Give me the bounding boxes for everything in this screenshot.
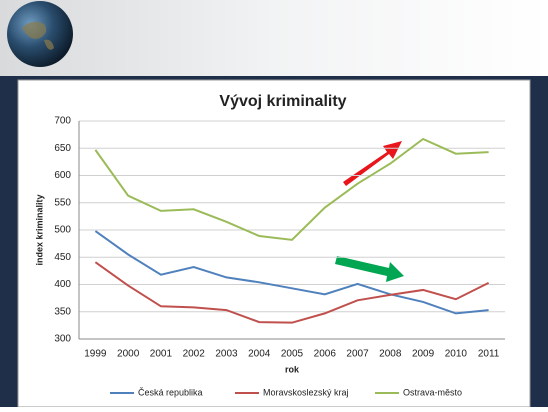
y-tick-label: 550 [54, 197, 71, 208]
y-tick-label: 450 [54, 252, 71, 263]
header [0, 0, 548, 78]
chart-title: Vývoj kriminality [219, 93, 346, 110]
y-tick-label: 350 [54, 306, 71, 317]
x-tick-label: 2005 [281, 349, 304, 360]
x-tick-label: 2011 [478, 349, 500, 360]
x-axis-label: rok [285, 364, 300, 374]
y-axis-label: index kriminality [34, 194, 44, 265]
x-tick-label: 1999 [84, 349, 107, 360]
legend-label: Česká republika [138, 387, 203, 397]
legend-label: Moravskoslezský kraj [263, 387, 349, 397]
x-tick-label: 2009 [412, 349, 435, 360]
x-tick-label: 2006 [314, 349, 337, 360]
slide: Vývoj kriminality index kriminality rok … [0, 0, 548, 407]
y-tick-label: 650 [54, 143, 71, 154]
x-tick-label: 2002 [183, 349, 206, 360]
y-tick-label: 300 [54, 334, 71, 345]
x-tick-label: 2003 [215, 349, 238, 360]
y-tick-label: 700 [54, 116, 71, 127]
x-tick-label: 2007 [346, 349, 369, 360]
x-tick-label: 2010 [445, 349, 468, 360]
y-tick-label: 500 [54, 225, 71, 236]
y-tick-label: 400 [54, 279, 71, 290]
legend-label: Ostrava-město [403, 387, 462, 397]
y-tick-label: 600 [54, 170, 71, 181]
x-tick-label: 2008 [379, 349, 402, 360]
x-tick-label: 2000 [117, 349, 140, 360]
x-tick-label: 2001 [150, 349, 173, 360]
x-tick-label: 2004 [248, 349, 271, 360]
